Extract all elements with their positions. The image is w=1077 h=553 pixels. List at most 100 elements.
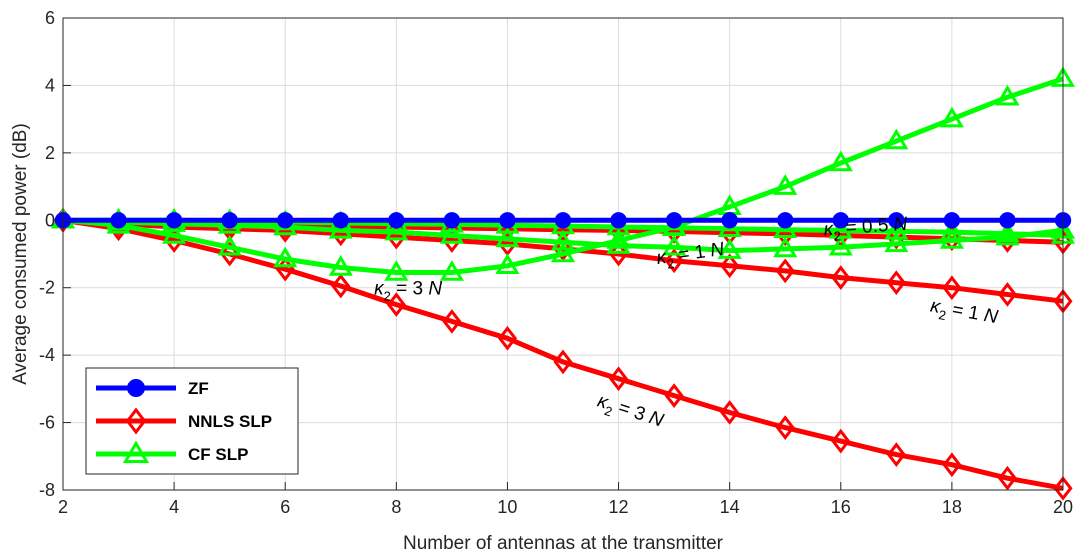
y-tick-label: -8 — [39, 480, 55, 500]
y-tick-label: 2 — [45, 143, 55, 163]
annotation-k1a: κ2 = 1 N — [655, 239, 726, 273]
data-point-triangle — [884, 218, 909, 240]
data-point-circle — [610, 212, 627, 229]
legend: ZF NNLS SLP CF SLP — [85, 367, 299, 475]
data-point-triangle — [495, 253, 520, 275]
data-point-diamond — [664, 383, 684, 408]
x-tick-label: 14 — [720, 497, 740, 517]
x-axis-label: Number of antennas at the transmitter — [403, 533, 724, 553]
data-point-circle — [888, 212, 905, 229]
data-point-circle — [443, 212, 461, 229]
data-point-diamond — [831, 265, 851, 290]
data-point-triangle — [384, 219, 409, 241]
data-point-circle — [721, 212, 738, 229]
data-point-triangle — [995, 84, 1020, 106]
data-point-triangle — [122, 440, 150, 463]
legend-entry-nnls-slp: NNLS SLP — [96, 407, 272, 435]
data-point-diamond — [775, 415, 795, 440]
annotation-subscript: 2 — [833, 228, 841, 243]
data-point-triangle — [328, 217, 353, 239]
data-point-circle — [165, 212, 183, 229]
data-point-triangle — [828, 150, 853, 172]
data-point-diamond — [720, 400, 740, 425]
data-point-circle — [127, 379, 145, 397]
x-tick-label: 2 — [58, 497, 68, 517]
x-tick-label: 4 — [169, 497, 179, 517]
data-point-triangle — [662, 234, 687, 256]
data-point-circle — [832, 212, 849, 229]
data-point-diamond — [609, 366, 629, 392]
annotation-k05: κ2 = 0.5 N — [823, 214, 909, 245]
data-point-circle — [110, 212, 127, 229]
data-point-circle — [943, 212, 961, 229]
data-point-triangle — [884, 231, 909, 253]
data-point-triangle — [939, 106, 964, 128]
data-point-diamond — [886, 442, 906, 467]
data-point-triangle — [717, 238, 742, 259]
data-point-triangle — [773, 217, 798, 238]
data-point-circle — [332, 212, 349, 229]
x-tick-label: 10 — [497, 497, 517, 517]
y-tick-label: 0 — [45, 210, 55, 230]
x-tick-label: 20 — [1053, 497, 1073, 517]
annotation-subscript: 2 — [384, 288, 391, 303]
annotation-value: = 0.5 — [840, 215, 895, 240]
annotation-symbol: κ — [374, 278, 385, 299]
data-point-triangle — [773, 236, 798, 258]
x-tick-label: 12 — [609, 497, 629, 517]
data-point-circle — [221, 212, 238, 229]
data-point-triangle — [606, 228, 631, 249]
data-point-diamond — [553, 349, 573, 375]
data-point-triangle — [717, 216, 742, 237]
data-point-diamond — [386, 292, 406, 317]
data-point-circle — [388, 212, 405, 229]
series-layer — [50, 66, 1076, 501]
annotation-value: = 3 — [391, 278, 429, 299]
data-point-circle — [665, 212, 683, 229]
annotation-subscript: 2 — [937, 307, 947, 323]
annotation-k3b: κ2 = 3 N — [594, 390, 667, 435]
data-point-diamond — [831, 428, 851, 454]
data-point-triangle — [939, 228, 964, 249]
x-tick-label: 18 — [942, 497, 962, 517]
y-tick-label: -2 — [39, 278, 55, 298]
plot-frame — [62, 17, 1064, 491]
data-point-circle — [277, 212, 294, 229]
data-point-triangle — [162, 223, 187, 244]
y-tick-label: -6 — [39, 413, 55, 433]
data-point-triangle — [217, 234, 242, 256]
tick-labels: 2 4 6 8 10 12 14 16 18 20 -8 -6 -4 -2 0 2 4 6 — [39, 8, 1073, 517]
series-circle — [54, 212, 1072, 229]
annotation-k3a: κ2 = 3 N — [374, 278, 442, 303]
y-tick-label: 6 — [45, 8, 55, 28]
annotation-symbol: κ — [823, 219, 835, 241]
data-point-diamond — [1053, 475, 1073, 501]
annotation-k1b: κ2 = 1 N — [928, 296, 1000, 332]
annotation-subscript: 2 — [666, 256, 675, 272]
data-point-diamond — [442, 309, 462, 334]
legend-label-zf: ZF — [188, 379, 209, 398]
x-tick-label: 6 — [280, 497, 290, 517]
legend-label-nnls-slp: NNLS SLP — [188, 412, 272, 431]
data-point-triangle — [439, 260, 464, 281]
data-point-diamond — [497, 325, 517, 351]
data-point-triangle — [884, 128, 909, 150]
data-point-triangle — [550, 229, 576, 251]
data-point-diamond — [997, 465, 1017, 491]
data-point-triangle — [995, 221, 1020, 243]
data-point-diamond — [886, 270, 906, 296]
data-point-triangle — [773, 174, 798, 195]
legend-entry-zf: ZF — [96, 379, 209, 398]
data-point-circle — [499, 212, 516, 229]
data-point-triangle — [828, 234, 853, 256]
data-point-diamond — [609, 241, 629, 267]
annotation-unit: N — [428, 278, 442, 299]
data-point-triangle — [550, 241, 576, 263]
annotation-subscript: 2 — [603, 403, 615, 420]
legend-entry-cf-slp: CF SLP — [96, 440, 248, 464]
series-line — [62, 76, 1064, 275]
data-point-triangle — [495, 226, 520, 248]
data-point-circle — [999, 212, 1016, 229]
data-point-diamond — [997, 282, 1017, 307]
data-point-diamond — [942, 452, 962, 478]
